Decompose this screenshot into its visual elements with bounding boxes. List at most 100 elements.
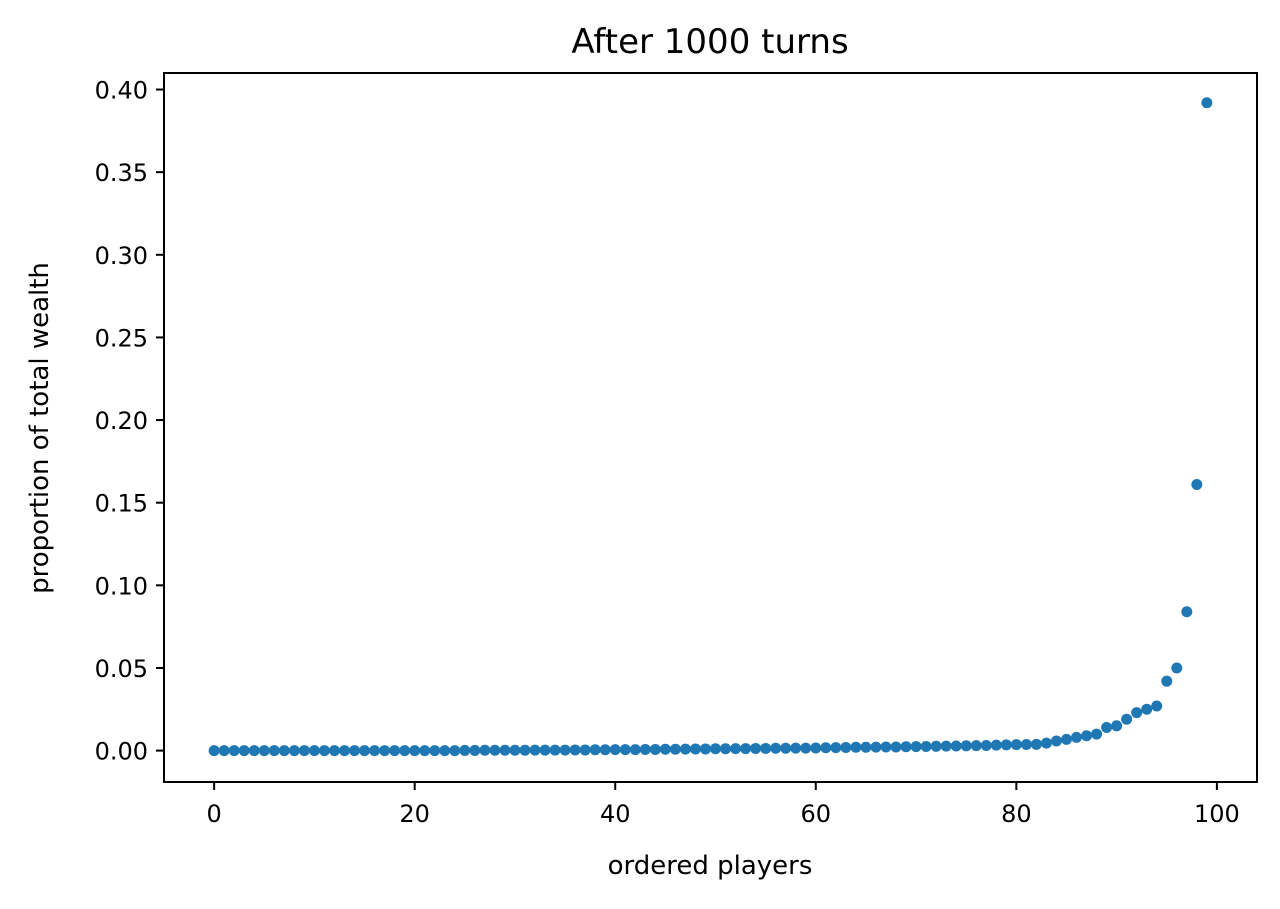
data-point xyxy=(549,744,561,756)
data-point xyxy=(308,745,320,757)
data-point xyxy=(228,745,240,757)
data-point xyxy=(679,743,691,755)
x-tick-label: 0 xyxy=(206,800,221,828)
data-point xyxy=(699,743,711,755)
y-tick-label: 0.40 xyxy=(95,77,148,105)
data-point xyxy=(1171,662,1183,674)
x-tick-label: 80 xyxy=(1001,800,1032,828)
data-point xyxy=(910,741,922,753)
data-point xyxy=(860,741,872,753)
data-point xyxy=(830,742,842,754)
data-point xyxy=(208,745,220,757)
data-point xyxy=(419,745,431,757)
data-point xyxy=(1131,707,1143,719)
data-point xyxy=(499,744,511,756)
data-point xyxy=(258,745,270,757)
data-point xyxy=(429,745,441,757)
data-point xyxy=(780,742,792,754)
y-tick-label: 0.00 xyxy=(95,738,148,766)
y-tick-label: 0.25 xyxy=(95,324,148,352)
data-point xyxy=(750,742,762,754)
data-point xyxy=(1101,721,1113,733)
data-point xyxy=(238,745,250,757)
data-point xyxy=(1201,97,1213,109)
data-point xyxy=(218,745,230,757)
y-axis-label: proportion of total wealth xyxy=(25,262,55,594)
data-point xyxy=(850,741,862,753)
data-point xyxy=(689,743,701,755)
data-point xyxy=(379,745,391,757)
data-point xyxy=(710,743,722,755)
data-point xyxy=(820,742,832,754)
data-point xyxy=(1020,738,1032,750)
data-point xyxy=(1060,733,1072,745)
data-point xyxy=(559,744,571,756)
data-point xyxy=(399,745,411,757)
data-point xyxy=(1151,700,1163,712)
data-point xyxy=(389,745,401,757)
data-point xyxy=(1181,606,1193,618)
data-point xyxy=(479,744,491,756)
data-point xyxy=(1040,737,1052,749)
data-point xyxy=(970,740,982,752)
data-point xyxy=(1141,703,1153,715)
data-point xyxy=(1091,728,1103,740)
data-point xyxy=(328,745,340,757)
data-point xyxy=(349,745,361,757)
y-tick-label: 0.15 xyxy=(95,490,148,518)
data-point xyxy=(369,745,381,757)
data-point xyxy=(1000,739,1012,751)
data-point xyxy=(1191,479,1203,491)
data-points xyxy=(208,97,1213,757)
x-tick-label: 20 xyxy=(399,800,430,828)
data-point xyxy=(489,744,501,756)
data-point xyxy=(409,745,421,757)
data-point xyxy=(288,745,300,757)
data-point xyxy=(810,742,822,754)
data-point xyxy=(298,745,310,757)
data-point xyxy=(619,744,631,756)
data-point xyxy=(740,743,752,755)
x-tick-label: 40 xyxy=(600,800,631,828)
chart-title: After 1000 turns xyxy=(571,22,848,62)
data-point xyxy=(770,742,782,754)
data-point xyxy=(890,741,902,753)
data-point xyxy=(940,740,952,752)
data-point xyxy=(870,741,882,753)
data-point xyxy=(1010,739,1022,751)
data-point xyxy=(1081,730,1093,742)
data-point xyxy=(519,744,531,756)
data-point xyxy=(950,740,962,752)
data-point xyxy=(790,742,802,754)
data-point xyxy=(930,740,942,752)
data-point xyxy=(278,745,290,757)
data-point xyxy=(669,743,681,755)
data-point xyxy=(609,744,621,756)
data-point xyxy=(359,745,371,757)
data-point xyxy=(649,743,661,755)
data-point xyxy=(1121,713,1133,725)
x-tick-label: 60 xyxy=(801,800,832,828)
data-point xyxy=(840,741,852,753)
y-tick-label: 0.20 xyxy=(95,407,148,435)
data-point xyxy=(579,744,591,756)
data-point xyxy=(800,742,812,754)
data-point xyxy=(1071,731,1083,743)
data-point xyxy=(539,744,551,756)
data-point xyxy=(760,742,772,754)
data-point xyxy=(439,745,451,757)
x-tick-label: 100 xyxy=(1194,800,1240,828)
data-point xyxy=(960,740,972,752)
data-point xyxy=(1161,675,1173,687)
x-axis-ticks: 0 20 40 60 80 100 xyxy=(206,782,1240,828)
data-point xyxy=(880,741,892,753)
data-point xyxy=(990,739,1002,751)
data-point xyxy=(629,744,641,756)
plot-frame xyxy=(163,72,1258,783)
data-point xyxy=(920,740,932,752)
data-point xyxy=(449,745,461,757)
data-point xyxy=(529,744,541,756)
data-point xyxy=(589,744,601,756)
y-tick-label: 0.05 xyxy=(95,655,148,683)
